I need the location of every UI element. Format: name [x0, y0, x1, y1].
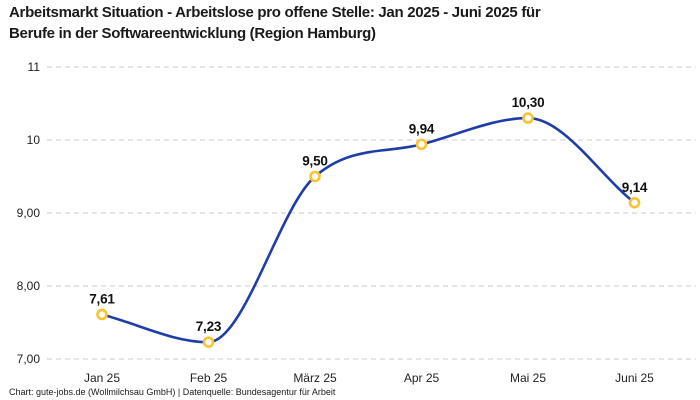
point-value-label: 7,61: [89, 291, 115, 306]
chart-title: Arbeitsmarkt Situation - Arbeitslose pro…: [9, 4, 541, 42]
chart-source-note: Chart: gute-jobs.de (Wollmilchsau GmbH) …: [9, 387, 336, 397]
y-tick-label: 9,00: [17, 206, 41, 220]
x-tick-label: Apr 25: [404, 371, 440, 385]
point-value-label: 7,23: [196, 319, 222, 334]
x-tick-label: Juni 25: [615, 371, 654, 385]
data-point-marker: [96, 308, 108, 321]
point-value-label: 9,14: [622, 180, 648, 195]
point-value-label: 10,30: [512, 95, 545, 110]
x-tick-label: Mai 25: [510, 371, 546, 385]
y-tick-label: 11: [28, 60, 41, 74]
data-point-marker: [309, 170, 321, 183]
point-value-label: 9,50: [302, 154, 327, 169]
series-line: [100, 116, 636, 344]
data-point-marker: [628, 196, 641, 209]
data-point-marker: [522, 112, 534, 124]
x-tick-label: Jan 25: [84, 371, 120, 385]
point-value-label: 9,94: [409, 121, 435, 136]
data-point-marker: [415, 138, 428, 151]
x-tick-label: Feb 25: [190, 371, 228, 385]
x-tick-label: März 25: [293, 371, 337, 385]
y-tick-label: 7,00: [17, 352, 41, 366]
data-point-marker: [202, 336, 215, 349]
y-tick-label: 8,00: [17, 279, 41, 293]
y-tick-label: 10: [27, 133, 41, 147]
